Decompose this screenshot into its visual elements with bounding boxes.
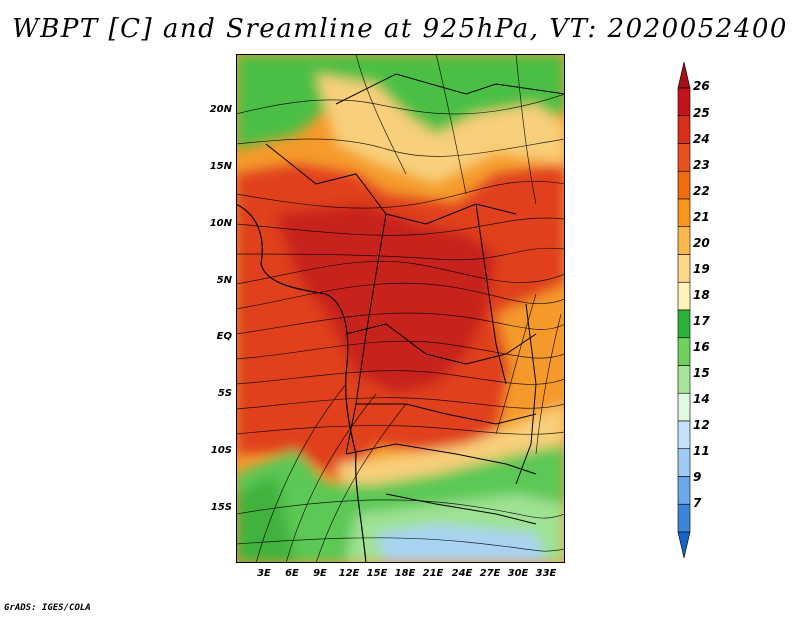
lon-label-15e: 15E: [366, 568, 388, 579]
lon-label-21e: 21E: [422, 568, 444, 579]
colorbar-segment: [677, 531, 691, 558]
colorbar-segment: [677, 115, 691, 144]
colorbar-segment: [677, 448, 691, 477]
lon-label-12e: 12E: [338, 568, 360, 579]
colorbar-label: 23: [693, 158, 710, 172]
lat-label-5s: 5S: [217, 388, 232, 399]
colorbar-segment: [677, 392, 691, 422]
lon-label-6e: 6E: [285, 568, 299, 579]
lat-label-5n: 5N: [216, 275, 232, 286]
lon-label-3e: 3E: [257, 568, 271, 579]
colorbar-segment: [677, 198, 691, 228]
lat-label-15s: 15S: [210, 502, 232, 513]
lon-label-30e: 30E: [507, 568, 529, 579]
colorbar-label: 15: [693, 366, 710, 380]
colorbar-segment: [677, 476, 691, 505]
colorbar-segment: [677, 143, 691, 172]
colorbar-segment: [677, 420, 691, 450]
colorbar-label: 17: [693, 314, 710, 328]
lon-label-9e: 9E: [313, 568, 327, 579]
colorbar-label: 14: [693, 392, 710, 406]
colorbar-label: 7: [693, 496, 702, 510]
colorbar-segment: [677, 281, 691, 311]
lat-label-10s: 10S: [210, 445, 232, 456]
colorbar-label: 9: [693, 470, 702, 484]
map-panel: [236, 54, 565, 563]
colorbar: [677, 62, 691, 558]
field-darkred-core: [276, 204, 496, 394]
colorbar-segments: [677, 62, 691, 558]
colorbar-segment: [677, 337, 691, 366]
colorbar-label: 11: [693, 444, 710, 458]
country-borders: [265, 73, 565, 525]
colorbar-label: 25: [693, 106, 710, 120]
lon-label-18e: 18E: [394, 568, 416, 579]
colorbar-segment: [677, 503, 691, 533]
field-blue-patch: [376, 524, 546, 563]
map-frame: [236, 54, 565, 563]
lat-label-eq: EQ: [216, 331, 232, 342]
colorbar-segment: [677, 87, 691, 117]
field-north-yellow: [316, 74, 565, 184]
colorbar-label: 16: [693, 340, 710, 354]
colorbar-label: 19: [693, 262, 710, 276]
lon-label-24e: 24E: [451, 568, 473, 579]
colorbar-label: 12: [693, 418, 710, 432]
coastline: [236, 203, 367, 563]
field-east-orange: [496, 284, 565, 434]
lon-label-33e: 33E: [535, 568, 557, 579]
colorbar-segment: [677, 226, 691, 255]
colorbar-segment: [677, 170, 691, 200]
colorbar-segment: [677, 365, 691, 394]
lon-label-27e: 27E: [479, 568, 501, 579]
colorbar-label: 20: [693, 236, 710, 250]
colorbar-label: 26: [693, 79, 710, 93]
lat-label-10n: 10N: [209, 218, 232, 229]
credit-text: GrADS: IGES/COLA: [4, 603, 91, 613]
colorbar-segment: [677, 309, 691, 339]
colorbar-label: 21: [693, 210, 710, 224]
colorbar-label: 18: [693, 288, 710, 302]
colorbar-label: 24: [693, 132, 710, 146]
colorbar-segment: [677, 62, 691, 89]
chart-title: WBPT [C] and Sreamline at 925hPa, VT: 20…: [12, 14, 788, 44]
colorbar-label: 22: [693, 184, 710, 198]
colorbar-segment: [677, 254, 691, 283]
lat-label-20n: 20N: [209, 104, 232, 115]
lat-label-15n: 15N: [209, 161, 232, 172]
